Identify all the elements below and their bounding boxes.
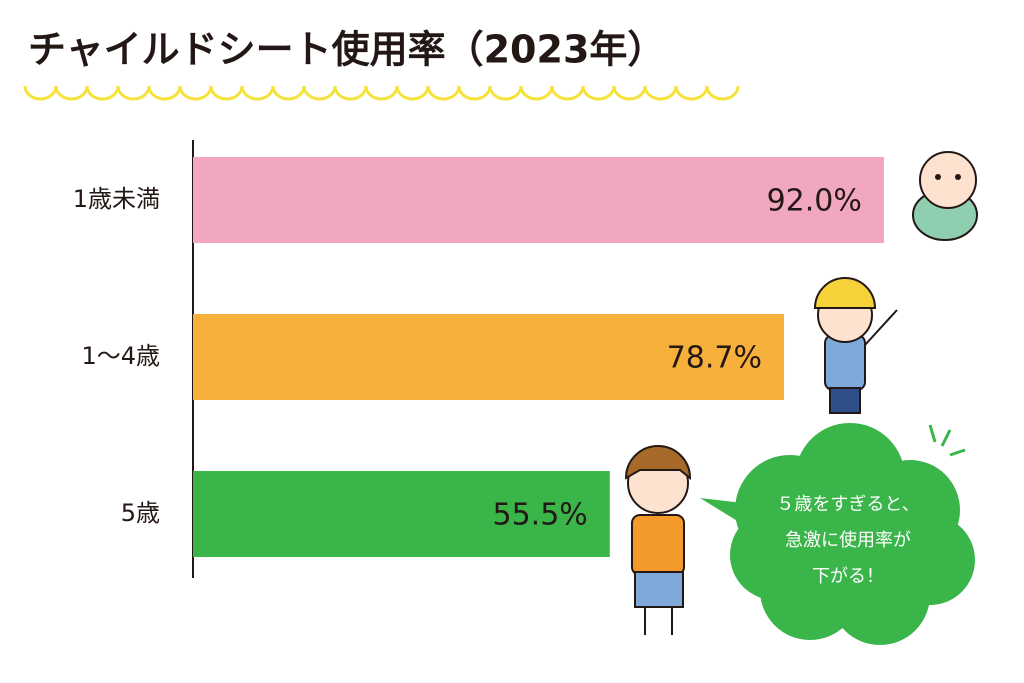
title-underline <box>23 85 740 101</box>
value-label: 55.5% <box>492 498 587 533</box>
value-label: 78.7% <box>667 341 762 376</box>
emphasis-lines <box>928 424 966 457</box>
category-label: 1～4歳 <box>81 342 160 370</box>
speech-cloud <box>700 423 975 645</box>
baby-illustration <box>912 151 978 241</box>
annotation: ５歳をすぎると、 <box>776 494 919 515</box>
bar <box>193 157 884 243</box>
annotation: 急激に使用率が <box>785 530 911 551</box>
bar <box>193 314 785 400</box>
child-illustration <box>813 277 898 414</box>
bar <box>193 471 610 557</box>
category-label: 5歳 <box>121 499 160 527</box>
chart-title: チャイルドシート使用率（2023年） <box>28 28 665 72</box>
category-label: 1歳未満 <box>73 185 160 213</box>
value-label: 92.0% <box>767 184 862 219</box>
boy-illustration <box>624 445 692 635</box>
annotation: 下がる！ <box>812 566 884 587</box>
